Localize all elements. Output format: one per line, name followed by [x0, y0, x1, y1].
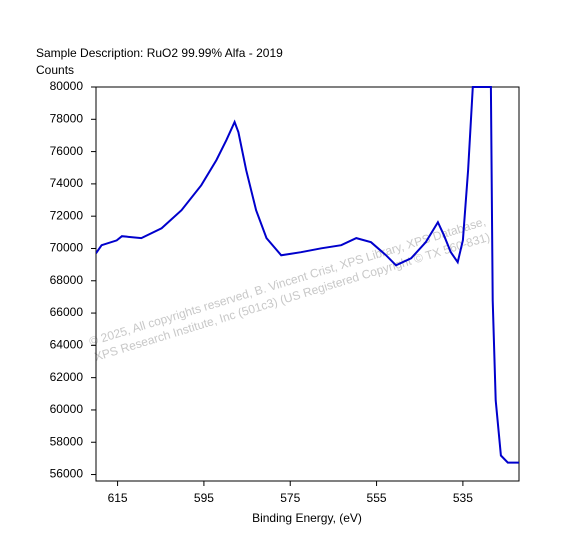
plot-frame: [95, 86, 520, 482]
y-tick-label: 62000: [50, 370, 84, 384]
y-tick-label: 58000: [50, 434, 84, 448]
y-tick-label: 66000: [50, 305, 84, 319]
chart-title: Sample Description: RuO2 99.99% Alfa - 2…: [36, 46, 283, 60]
spectrum-line: [96, 86, 519, 464]
y-tick-label: 74000: [50, 176, 84, 190]
y-tick-label: 72000: [50, 208, 84, 222]
y-tick-label: 78000: [50, 111, 84, 125]
watermark: © 2025, All copyrights reserved, B. Vinc…: [87, 214, 492, 364]
y-tick-label: 68000: [50, 273, 84, 287]
x-axis-label: Binding Energy, (eV): [252, 511, 362, 525]
x-tick-label: 575: [280, 491, 300, 505]
y-tick-label: 60000: [50, 402, 84, 416]
y-tick-label: 64000: [50, 338, 84, 352]
y-tick-label: 76000: [50, 144, 84, 158]
y-tick-label: 80000: [50, 79, 84, 93]
y-tick-label: 56000: [50, 467, 84, 481]
watermark-line: XPS Research Institute, Inc (501c3) (US …: [93, 230, 492, 364]
x-tick-label: 595: [194, 491, 214, 505]
x-tick-label: 615: [108, 491, 128, 505]
y-tick-label: 70000: [50, 241, 84, 255]
x-tick-label: 535: [453, 491, 473, 505]
x-tick-label: 555: [367, 491, 387, 505]
y-axis-label: Counts: [36, 63, 74, 77]
